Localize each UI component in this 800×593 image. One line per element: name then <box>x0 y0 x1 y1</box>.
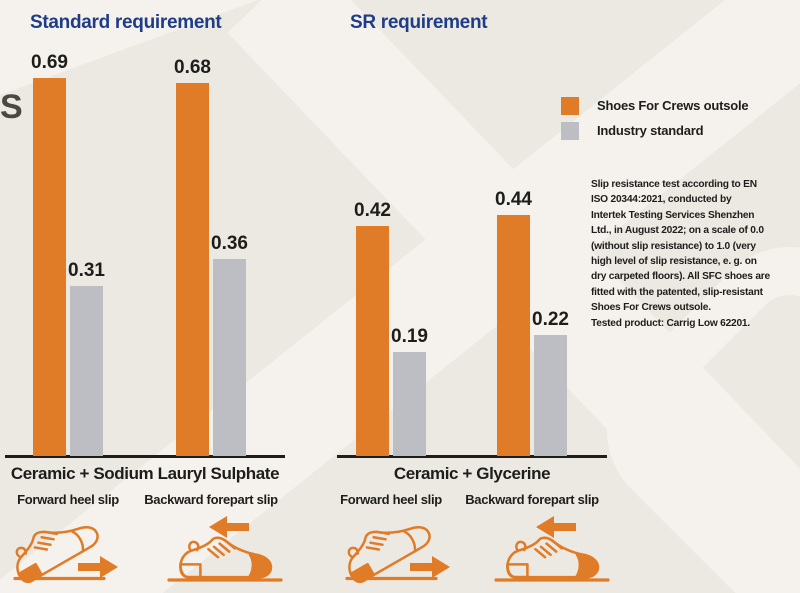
x-axis-line <box>337 455 607 458</box>
test-type-label: Backward forepart slip <box>144 492 278 507</box>
test-type-label: Backward forepart slip <box>465 492 599 507</box>
bar-value-label: 0.44 <box>495 189 532 210</box>
right-arrow-icon <box>410 556 450 578</box>
left-arrow-icon <box>209 516 249 538</box>
bar-value-label: 0.36 <box>211 233 248 254</box>
surface-label: Ceramic + Glycerine <box>393 464 551 483</box>
bar-value-label: 0.19 <box>391 326 428 347</box>
x-axis-line <box>5 455 285 458</box>
backward-forepart-slip-shoe-icon <box>494 516 610 582</box>
bar-value-label: 0.42 <box>354 200 391 221</box>
surface-label: Ceramic + Sodium Lauryl Sulphate <box>10 464 280 483</box>
bar-value-label: 0.69 <box>31 52 68 73</box>
forward-heel-slip-shoe-icon <box>13 526 118 584</box>
industry-bar <box>393 352 426 456</box>
left-arrow-icon <box>536 516 576 538</box>
bar-value-label: 0.68 <box>174 57 211 78</box>
test-type-label: Forward heel slip <box>17 492 119 507</box>
sfc-bar <box>356 226 389 456</box>
industry-bar <box>534 335 567 456</box>
test-type-label: Forward heel slip <box>340 492 442 507</box>
sfc-bar <box>33 78 66 456</box>
industry-bar <box>70 286 103 456</box>
bar-value-label: 0.22 <box>532 309 569 330</box>
industry-bar <box>213 259 246 456</box>
sfc-bar <box>176 83 209 456</box>
forward-heel-slip-shoe-icon <box>345 526 450 584</box>
backward-forepart-slip-shoe-icon <box>167 516 283 582</box>
bar-value-label: 0.31 <box>68 260 105 281</box>
sfc-bar <box>497 215 530 456</box>
right-arrow-icon <box>78 556 118 578</box>
